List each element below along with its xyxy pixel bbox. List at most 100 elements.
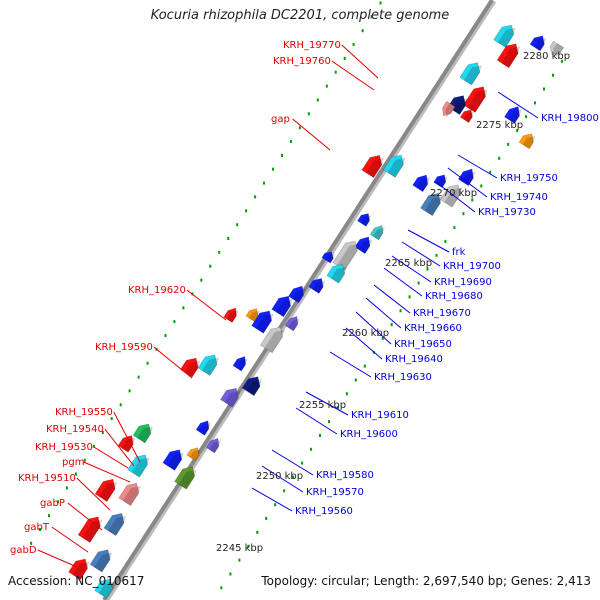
gene-label-right[interactable]: frk [452,247,466,258]
gene-arrow[interactable] [260,323,286,354]
gene-arrow[interactable] [547,40,565,58]
gene-feature[interactable] [89,546,114,573]
gene-label-left[interactable]: gap [271,114,290,125]
gene-arrow[interactable] [220,384,243,408]
gene-feature[interactable] [245,306,261,322]
gene-feature[interactable] [205,436,222,454]
gene-feature[interactable] [457,166,477,187]
gene-arrow[interactable] [459,107,475,123]
gene-arrow[interactable] [232,354,249,372]
gene-arrow[interactable] [223,305,240,323]
gene-feature[interactable] [459,59,484,86]
gene-feature[interactable] [463,83,489,113]
gene-feature[interactable] [529,33,548,52]
gene-feature[interactable] [439,100,456,118]
gene-arrow[interactable] [180,354,202,378]
gene-arrow[interactable] [103,510,128,537]
gene-arrow[interactable] [94,575,117,599]
gene-feature[interactable] [271,292,295,318]
gene-feature[interactable] [241,373,264,397]
gene-label-right[interactable]: KRH_19800 [541,113,599,124]
gene-arrow[interactable] [504,103,524,124]
gene-feature[interactable] [77,513,104,543]
gene-arrow[interactable] [354,234,374,254]
gene-arrow[interactable] [117,432,137,453]
gene-label-left[interactable]: gabT [24,522,50,533]
gene-arrow[interactable] [439,181,464,208]
gene-feature[interactable] [383,151,407,178]
gene-arrow[interactable] [357,211,373,227]
gene-feature[interactable] [357,211,373,227]
gene-label-left[interactable]: KRH_19510 [18,473,76,484]
gene-label-left[interactable]: KRH_19760 [273,56,331,67]
gene-feature[interactable] [180,354,202,378]
gene-arrow[interactable] [321,249,336,264]
gene-feature[interactable] [260,323,286,354]
gene-feature[interactable] [94,575,117,599]
gene-label-right[interactable]: KRH_19580 [316,470,374,481]
gene-label-right[interactable]: KRH_19640 [385,354,443,365]
gene-feature[interactable] [195,418,212,436]
gene-arrow[interactable] [284,314,301,332]
gene-arrow[interactable] [459,59,484,86]
gene-feature[interactable] [420,190,445,217]
gene-arrow[interactable] [174,463,199,490]
gene-feature[interactable] [232,354,249,372]
gene-feature[interactable] [369,223,386,241]
gene-arrow[interactable] [369,223,386,241]
gene-feature[interactable] [220,384,243,408]
gene-arrow[interactable] [77,513,104,543]
gene-label-left[interactable]: KRH_19540 [46,424,104,435]
gene-arrow[interactable] [186,445,202,461]
gene-label-right[interactable]: KRH_19690 [434,277,492,288]
gene-feature[interactable] [162,446,186,471]
gene-arrow[interactable] [205,436,222,454]
gene-arrow[interactable] [433,172,449,189]
gene-label-right[interactable]: KRH_19560 [295,506,353,517]
gene-arrow[interactable] [493,21,518,48]
gene-label-left[interactable]: pgm [62,457,84,468]
gene-feature[interactable] [518,130,537,150]
gene-arrow[interactable] [195,418,212,436]
gene-feature[interactable] [284,314,301,332]
gene-feature[interactable] [223,305,240,323]
gene-arrow[interactable] [308,275,327,294]
gene-arrow[interactable] [412,172,432,193]
gene-arrow[interactable] [89,546,114,573]
gene-feature[interactable] [412,172,432,193]
gene-arrow[interactable] [241,373,264,397]
gene-arrow[interactable] [94,475,119,502]
gene-label-left[interactable]: gabD [10,545,37,556]
gene-feature[interactable] [321,249,336,264]
gene-arrow[interactable] [251,307,276,334]
gene-arrow[interactable] [162,446,186,471]
gene-label-right[interactable]: KRH_19610 [351,410,409,421]
gene-feature[interactable] [117,432,137,453]
gene-label-left[interactable]: KRH_19530 [35,442,93,453]
gene-arrow[interactable] [457,166,477,187]
gene-label-right[interactable]: KRH_19750 [500,173,558,184]
gene-label-right[interactable]: KRH_19700 [443,261,501,272]
gene-arrow[interactable] [118,479,143,506]
gene-arrow[interactable] [518,130,537,150]
gene-feature[interactable] [127,451,152,478]
gene-arrow[interactable] [496,40,522,69]
gene-label-right[interactable]: KRH_19630 [374,372,432,383]
gene-feature[interactable] [197,351,221,376]
gene-feature[interactable] [288,283,308,304]
gene-label-right[interactable]: KRH_19730 [478,207,536,218]
gene-feature[interactable] [361,152,386,179]
gene-label-left[interactable]: KRH_19620 [128,285,186,296]
gene-feature[interactable] [132,420,155,444]
gene-feature[interactable] [459,107,475,123]
gene-label-right[interactable]: KRH_19650 [394,339,452,350]
gene-arrow[interactable] [271,292,295,318]
gene-feature[interactable] [103,510,128,537]
gene-label-right[interactable]: KRH_19660 [404,323,462,334]
gene-arrow[interactable] [288,283,308,304]
gene-arrow[interactable] [420,190,445,217]
gene-arrow[interactable] [245,306,261,322]
gene-arrow[interactable] [439,100,456,118]
gene-label-right[interactable]: KRH_19680 [425,291,483,302]
gene-arrow[interactable] [197,351,221,376]
